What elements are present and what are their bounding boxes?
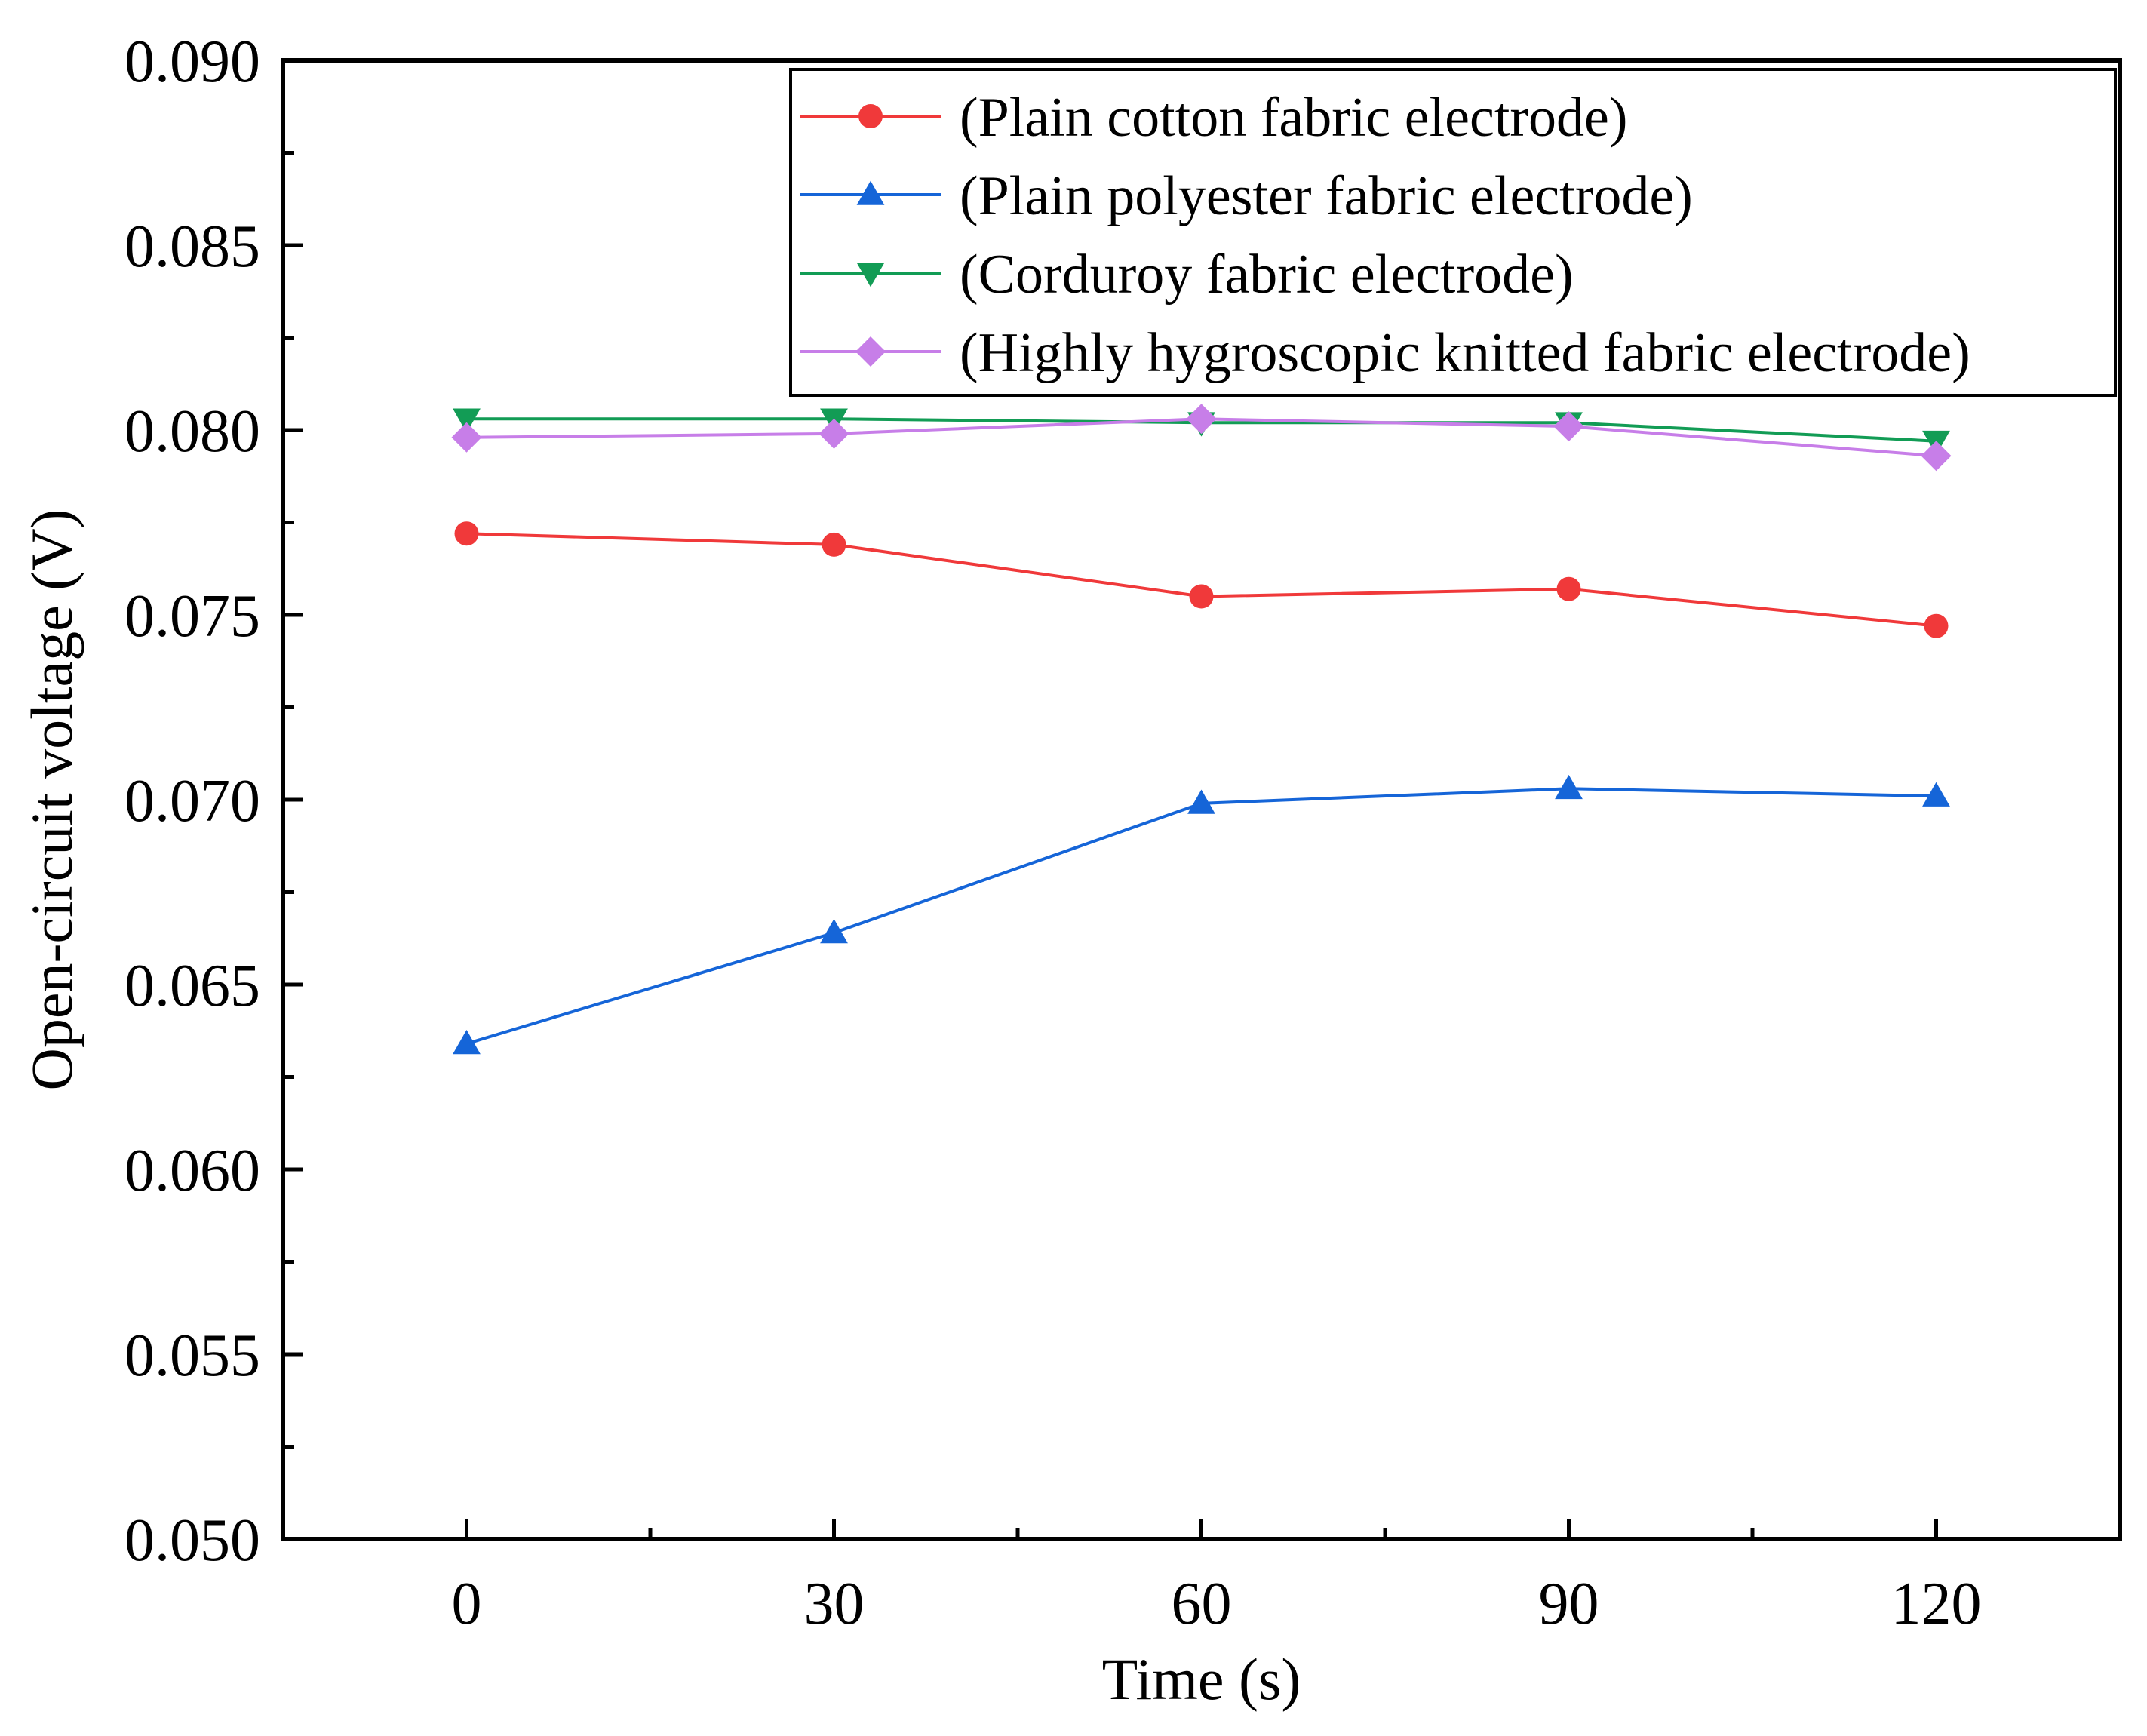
series-4-point bbox=[451, 422, 482, 453]
y-tick-label: 0.055 bbox=[124, 1323, 260, 1389]
plot-frame bbox=[281, 58, 2122, 1541]
legend-marker-3 bbox=[856, 263, 885, 287]
series-2-point bbox=[1922, 782, 1950, 807]
legend-marker-4 bbox=[855, 336, 886, 367]
series-4-point bbox=[819, 418, 849, 449]
x-tick-label: 120 bbox=[1891, 1571, 1982, 1637]
legend-marker-2 bbox=[856, 180, 885, 205]
legend-label-2: (Plain polyester fabric electrode) bbox=[960, 165, 1693, 227]
legend-label-1: (Plain cotton fabric electrode) bbox=[960, 87, 1628, 149]
series-1-point bbox=[1189, 584, 1214, 609]
x-tick-label: 0 bbox=[452, 1571, 482, 1637]
x-tick-label: 90 bbox=[1539, 1571, 1599, 1637]
tick-labels: 0.050 0.055 0.060 0.065 0.070 0.075 0.080 0.085… bbox=[124, 29, 1982, 1637]
x-tick-label: 60 bbox=[1172, 1571, 1232, 1637]
series-2-point bbox=[1187, 789, 1215, 814]
x-tick-label: 30 bbox=[804, 1571, 865, 1637]
y-tick-label: 0.070 bbox=[124, 768, 260, 834]
series-1-point bbox=[822, 532, 846, 557]
y-tick-label: 0.080 bbox=[124, 398, 260, 465]
series-4-point bbox=[1186, 404, 1217, 435]
series-2-point bbox=[453, 1030, 481, 1055]
legend-label-4: (Highly hygroscopic knitted fabric elect… bbox=[960, 322, 1970, 384]
y-axis-label: Open-circuit voltage (V) bbox=[19, 509, 84, 1090]
y-tick-label: 0.075 bbox=[124, 583, 260, 650]
legend-label-3: (Corduroy fabric electrode) bbox=[960, 244, 1574, 306]
series-2-point bbox=[1555, 774, 1583, 800]
y-tick-label: 0.065 bbox=[124, 953, 260, 1019]
legend: (Plain cotton fabric electrode) (Plain po… bbox=[789, 68, 2117, 397]
series-3-point bbox=[453, 408, 481, 433]
legend-marker-1 bbox=[858, 104, 883, 128]
series-2-point bbox=[820, 919, 848, 944]
y-tick-label: 0.050 bbox=[124, 1507, 260, 1574]
y-tick-label: 0.060 bbox=[124, 1138, 260, 1204]
legend-box bbox=[789, 68, 2117, 397]
y-tick-label: 0.090 bbox=[124, 29, 260, 95]
series-group bbox=[451, 404, 1952, 1055]
series-1-point bbox=[1556, 576, 1581, 601]
series-4-point bbox=[1553, 411, 1584, 442]
series-4-point bbox=[1921, 441, 1952, 472]
series-1-point bbox=[454, 521, 479, 546]
x-axis-label: Time (s) bbox=[1102, 1646, 1301, 1712]
series-1-point bbox=[1924, 613, 1949, 638]
y-tick-label: 0.085 bbox=[124, 214, 260, 280]
